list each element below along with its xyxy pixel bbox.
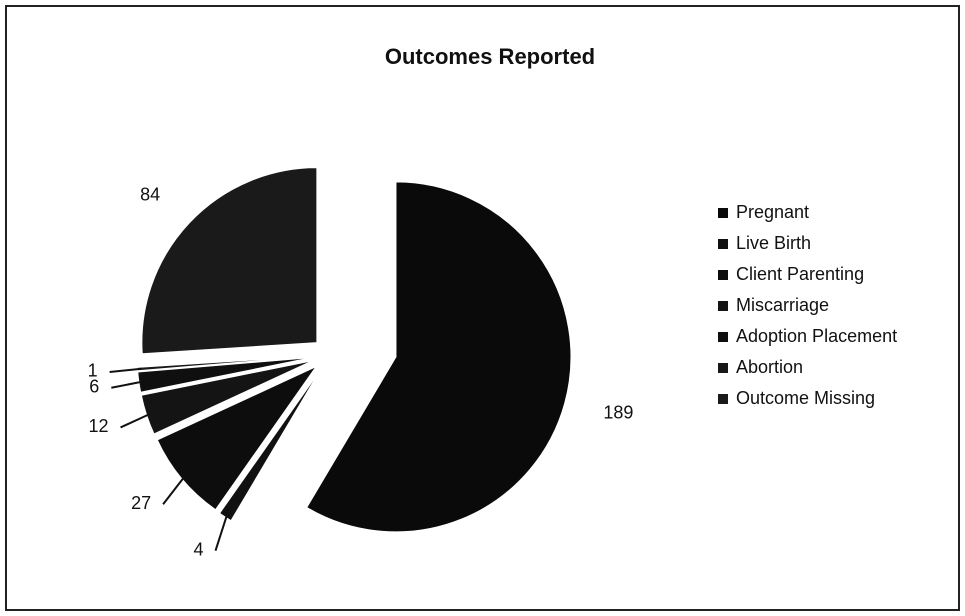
leader-line: [120, 412, 151, 429]
legend-swatch: [718, 301, 728, 311]
legend-label: Outcome Missing: [736, 388, 875, 408]
legend-label: Adoption Placement: [736, 326, 897, 346]
chart-title: Outcomes Reported: [385, 44, 595, 69]
data-label: 189: [603, 402, 633, 422]
pie-slice: [218, 369, 321, 522]
pie-slice: [141, 167, 318, 355]
legend-swatch: [718, 332, 728, 342]
legend-swatch: [718, 363, 728, 373]
legend-label: Live Birth: [736, 233, 811, 253]
legend-label: Client Parenting: [736, 264, 864, 284]
pie-slice: [306, 181, 572, 533]
legend-label: Miscarriage: [736, 295, 829, 315]
data-label: 84: [140, 184, 160, 204]
legend-swatch: [718, 208, 728, 218]
leader-line: [214, 513, 229, 551]
data-label: 4: [193, 539, 203, 559]
data-label: 12: [89, 416, 109, 436]
data-label: 1: [88, 361, 98, 381]
legend-label: Abortion: [736, 357, 803, 377]
leader-line: [109, 367, 142, 373]
legend-swatch: [718, 394, 728, 404]
legend-swatch: [718, 239, 728, 249]
leader-line: [111, 380, 144, 389]
data-label: 6: [89, 377, 99, 397]
leader-line: [162, 475, 186, 505]
legend-swatch: [718, 270, 728, 280]
data-label: 27: [131, 493, 151, 513]
legend-label: Pregnant: [736, 202, 809, 222]
